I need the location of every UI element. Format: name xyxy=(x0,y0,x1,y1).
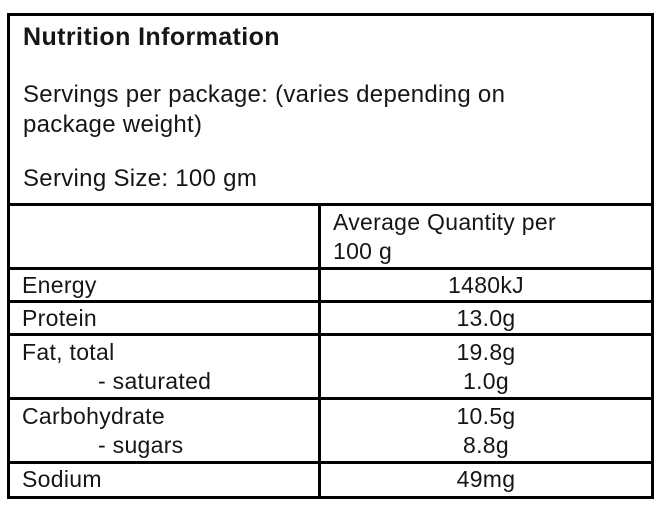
serving-size-text: Serving Size: 100 gm xyxy=(23,165,258,192)
nutrient-sublabel: - saturated xyxy=(98,368,212,394)
nutrient-sublabel: - sugars xyxy=(98,432,184,458)
nutrition-label: Nutrition Information Servings per packa… xyxy=(7,13,654,499)
nutrient-value-group: 10.5g 8.8g xyxy=(321,400,651,461)
label-intro-section: Nutrition Information Servings per packa… xyxy=(10,16,651,203)
nutrient-label: Fat, total xyxy=(22,339,115,365)
nutrient-value-group: 19.8g 1.0g xyxy=(321,336,651,397)
nutrient-subvalue: 1.0g xyxy=(463,368,509,394)
header-nutrient-cell xyxy=(10,206,321,267)
table-row-energy: Energy 1480kJ xyxy=(10,267,651,300)
nutrient-label-group: Fat, total - saturated xyxy=(10,336,321,397)
servings-per-package-text: Servings per package: (varies depending … xyxy=(23,81,506,138)
nutrient-value: 19.8g xyxy=(456,339,516,365)
table-row-protein: Protein 13.0g xyxy=(10,300,651,333)
nutrient-value: 49mg xyxy=(456,466,516,492)
table-row-carbohydrate: Carbohydrate - sugars 10.5g 8.8g xyxy=(10,397,651,461)
nutrition-table: Average Quantity per 100 g Energy 1480kJ… xyxy=(10,203,651,496)
nutrient-label: Energy xyxy=(10,270,321,300)
table-header-row: Average Quantity per 100 g xyxy=(10,203,651,267)
header-quantity-cell: Average Quantity per 100 g xyxy=(333,209,556,264)
table-row-fat: Fat, total - saturated 19.8g 1.0g xyxy=(10,333,651,397)
nutrient-value: 13.0g xyxy=(456,305,516,331)
nutrient-label: Protein xyxy=(10,303,321,333)
nutrient-value: 1480kJ xyxy=(448,272,524,298)
nutrient-label: Sodium xyxy=(10,464,321,496)
nutrient-label: Carbohydrate xyxy=(22,403,165,429)
nutrient-subvalue: 8.8g xyxy=(463,432,509,458)
nutrient-value: 10.5g xyxy=(456,403,516,429)
nutrient-label-group: Carbohydrate - sugars xyxy=(10,400,321,461)
table-row-sodium: Sodium 49mg xyxy=(10,461,651,496)
label-title: Nutrition Information xyxy=(23,23,280,51)
